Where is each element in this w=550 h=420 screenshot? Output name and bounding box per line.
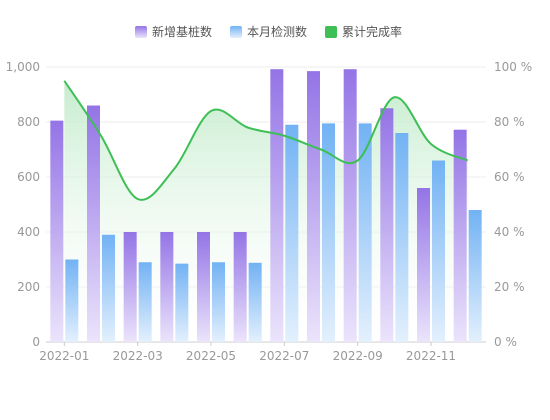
- y-right-tick-label: 60 %: [494, 170, 525, 184]
- y-left-tick-label: 200: [17, 280, 40, 294]
- bar-new-piles: [87, 105, 100, 342]
- y-right-tick-label: 40 %: [494, 225, 525, 239]
- bars: [50, 69, 482, 342]
- y-left-tick-label: 600: [17, 170, 40, 184]
- y-right-tick-label: 80 %: [494, 115, 525, 129]
- x-tick-label: 2022-03: [113, 349, 163, 363]
- bar-monthly-tests: [102, 234, 115, 342]
- legend-swatch: [230, 26, 242, 38]
- bar-new-piles: [453, 129, 467, 342]
- bar-monthly-tests: [175, 263, 189, 342]
- legend-label: 本月检测数: [247, 24, 307, 39]
- bar-monthly-tests: [212, 262, 225, 342]
- bar-new-piles: [233, 232, 247, 342]
- bar-new-piles: [343, 69, 357, 342]
- bar-monthly-tests: [395, 133, 409, 342]
- bar-new-piles: [270, 69, 284, 342]
- x-tick-label: 2022-11: [406, 349, 456, 363]
- bar-monthly-tests: [248, 262, 262, 342]
- y-right-tick-label: 0 %: [494, 335, 517, 349]
- legend: 新增基桩数 本月检测数 累计完成率: [135, 24, 402, 39]
- axes: 0 0 % 200 20 % 400 40 % 600 60 % 800 80 % 1,000 100…: [6, 60, 532, 363]
- legend-swatch: [135, 26, 147, 38]
- y-left-tick-label: 1,000: [6, 60, 40, 74]
- legend-label: 新增基桩数: [152, 24, 212, 39]
- bar-monthly-tests: [432, 160, 445, 342]
- bar-new-piles: [197, 232, 210, 342]
- y-left-tick-label: 0: [32, 335, 40, 349]
- bar-new-piles: [123, 232, 137, 342]
- bar-new-piles: [380, 108, 394, 342]
- completion-rate-line: [63, 80, 469, 201]
- bar-monthly-tests: [138, 262, 152, 342]
- bar-monthly-tests: [65, 259, 79, 342]
- bar-monthly-tests: [468, 210, 482, 342]
- x-tick-label: 2022-09: [333, 349, 383, 363]
- bar-monthly-tests: [322, 123, 335, 342]
- bar-new-piles: [417, 188, 430, 342]
- x-tick-label: 2022-07: [259, 349, 309, 363]
- bar-new-piles: [50, 120, 64, 342]
- legend-label: 累计完成率: [342, 24, 402, 39]
- y-left-tick-label: 800: [17, 115, 40, 129]
- x-tick-label: 2022-01: [39, 349, 89, 363]
- bar-new-piles: [307, 71, 320, 342]
- y-left-tick-label: 400: [17, 225, 40, 239]
- y-right-tick-label: 20 %: [494, 280, 525, 294]
- x-tick-label: 2022-05: [186, 349, 236, 363]
- y-right-tick-label: 100 %: [494, 60, 532, 74]
- line-layer: [63, 80, 469, 201]
- bar-monthly-tests: [285, 124, 299, 342]
- bar-new-piles: [160, 232, 174, 342]
- legend-swatch: [325, 26, 337, 38]
- bar-monthly-tests: [358, 123, 372, 342]
